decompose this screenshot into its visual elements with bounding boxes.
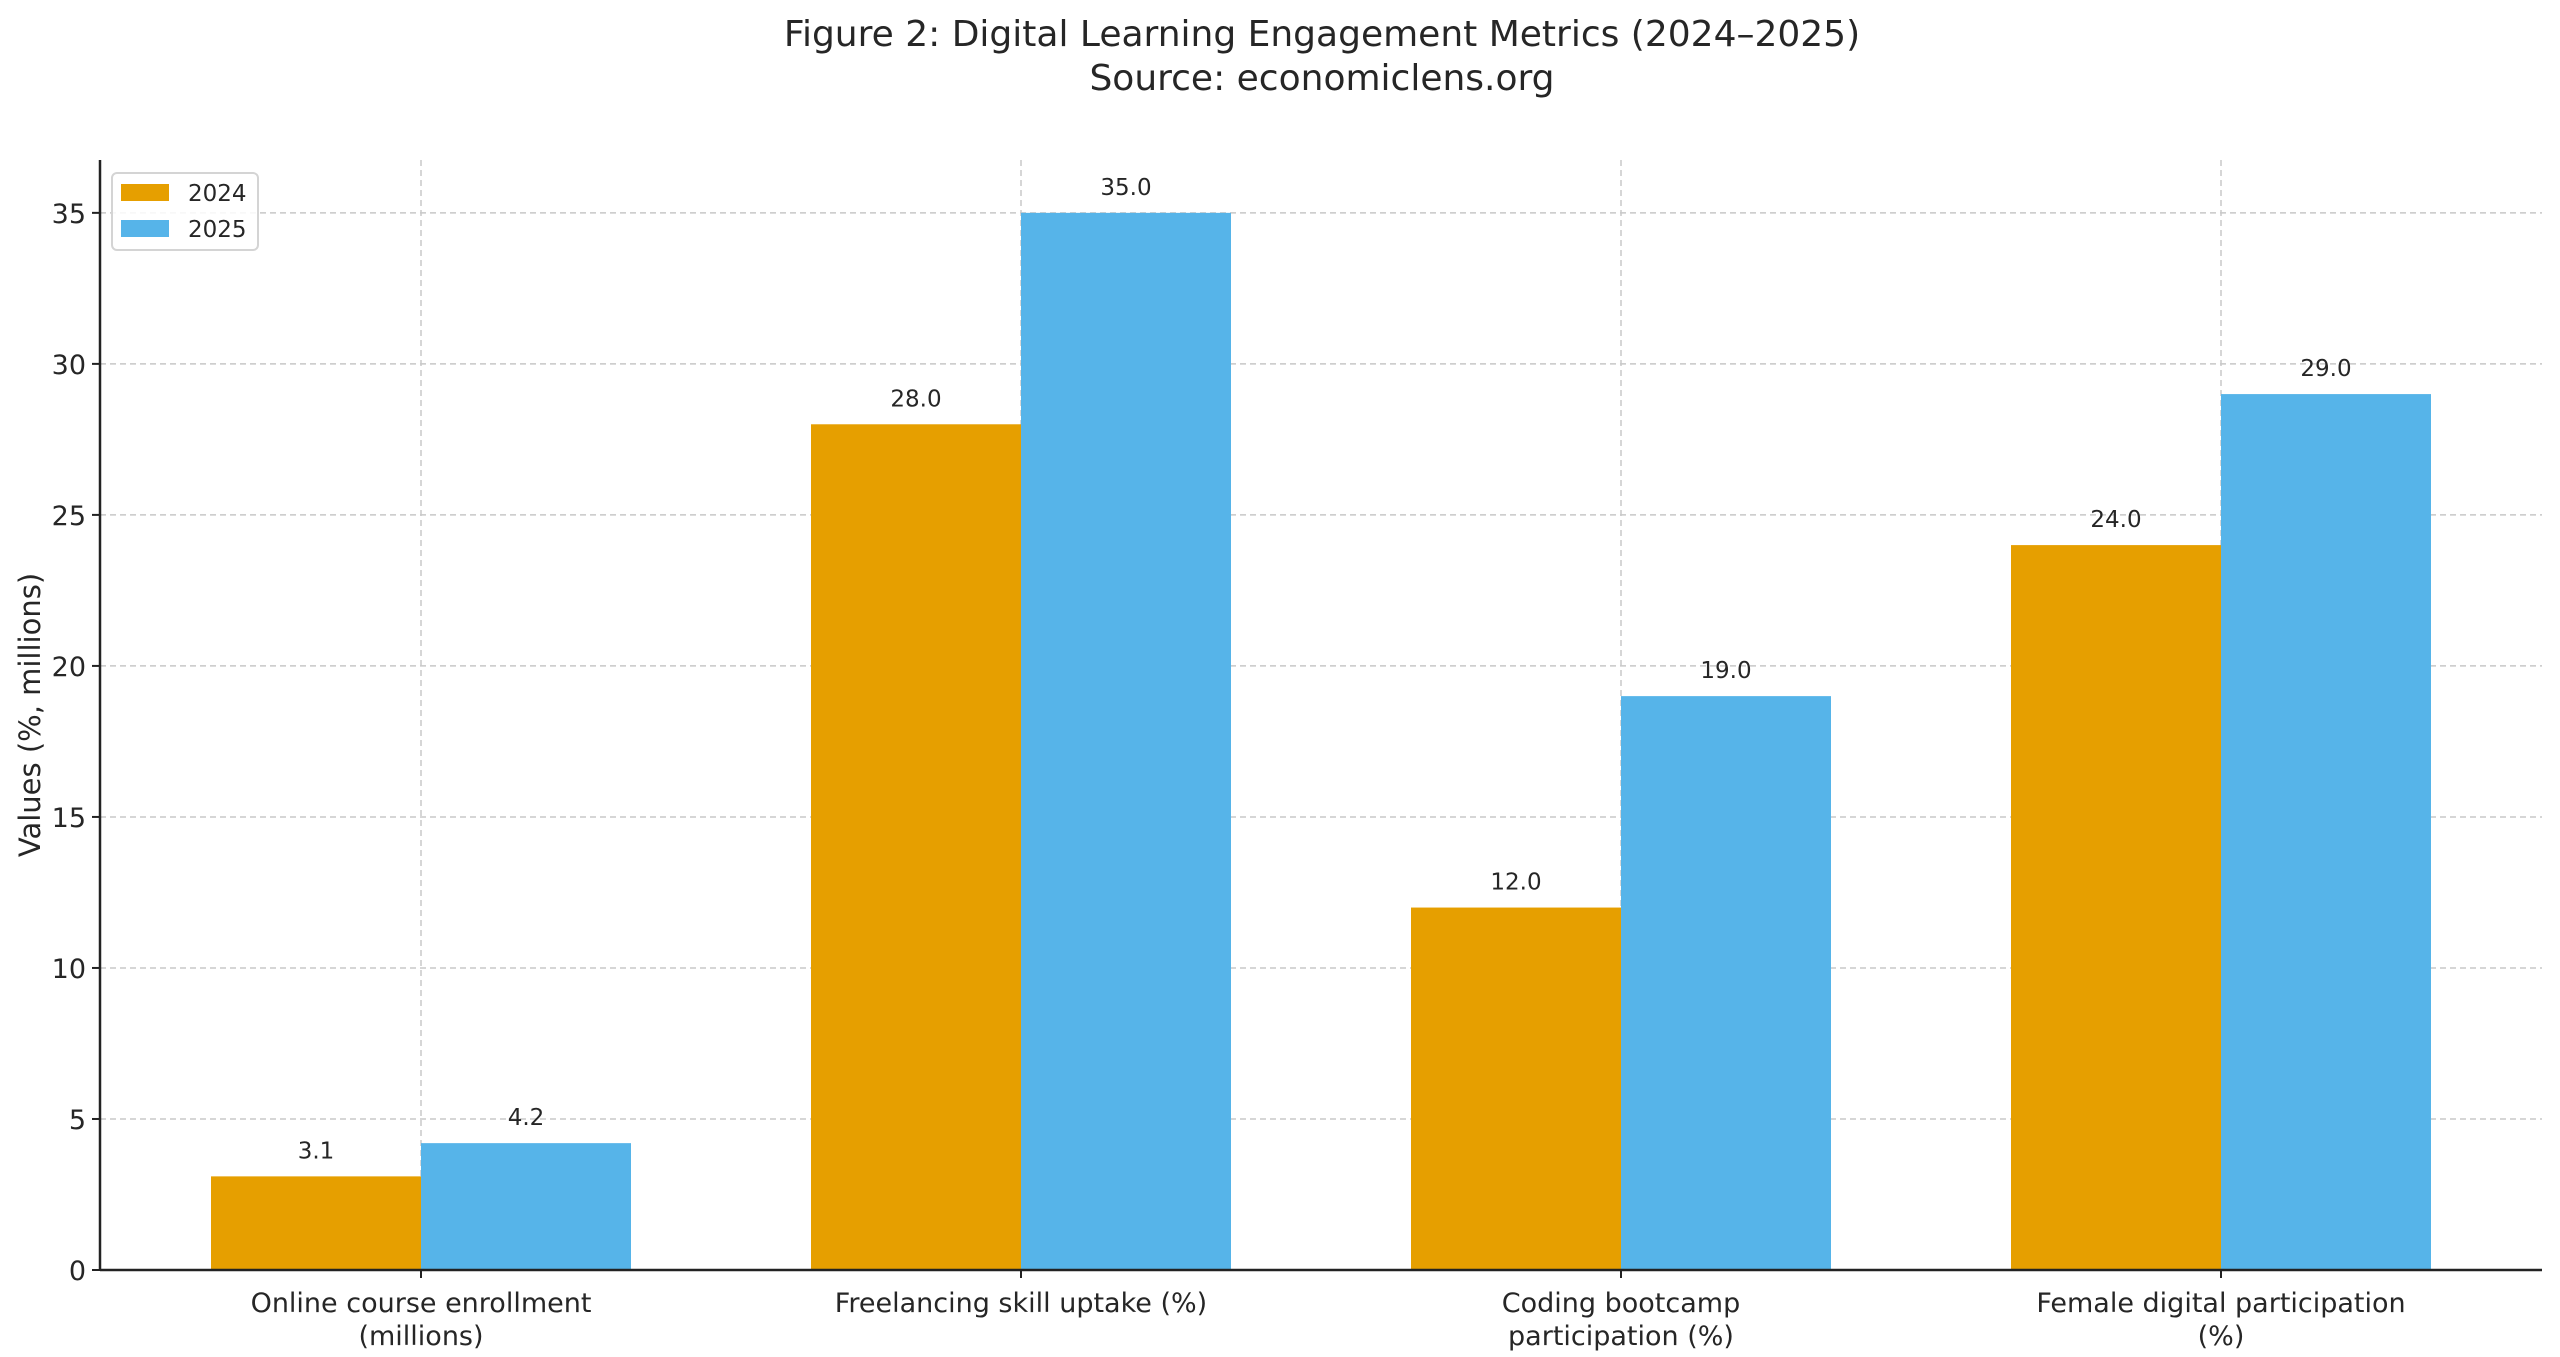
bar-2024-3 <box>2011 545 2221 1270</box>
x-tick-label: Freelancing skill uptake (%) <box>835 1288 1207 1319</box>
y-axis-label: Values (%, millions) <box>13 573 47 857</box>
y-tick-label: 30 <box>52 350 86 381</box>
legend: 2024 2025 <box>111 172 259 251</box>
bar-2025-0 <box>421 1143 631 1270</box>
chart-subtitle: Source: economiclens.org <box>1089 58 1554 99</box>
bar-2025-3 <box>2221 394 2431 1270</box>
data-label: 12.0 <box>1490 870 1541 896</box>
x-tick-label: Coding bootcamp <box>1502 1288 1740 1319</box>
data-labels: 3.1 28.0 12.0 24.0 4.2 35.0 19.0 29.0 <box>298 175 2352 1165</box>
x-tick-label: participation (%) <box>1508 1321 1734 1352</box>
bar-2025-2 <box>1621 696 1831 1270</box>
bar-2025-1 <box>1021 212 1231 1270</box>
y-tick-label: 25 <box>52 501 86 532</box>
bar-2024-1 <box>811 424 1021 1270</box>
y-tick-label: 15 <box>52 803 86 834</box>
x-tick-label: Female digital participation <box>2036 1288 2405 1319</box>
legend-label: 2024 <box>188 181 247 207</box>
legend-swatch-2024 <box>121 184 169 201</box>
x-tick-label: (millions) <box>358 1321 483 1352</box>
data-label: 4.2 <box>508 1105 545 1131</box>
data-label: 28.0 <box>890 386 941 412</box>
x-tick-label: (%) <box>2198 1321 2245 1352</box>
legend-swatch-2025 <box>121 220 169 237</box>
data-label: 19.0 <box>1700 658 1751 684</box>
y-tick-label: 0 <box>69 1256 86 1287</box>
x-tick-label: Online course enrollment <box>251 1288 592 1319</box>
data-label: 35.0 <box>1100 175 1151 201</box>
y-tick-label: 20 <box>52 652 86 683</box>
chart-title: Figure 2: Digital Learning Engagement Me… <box>784 14 1860 55</box>
y-tick-label: 35 <box>52 199 86 230</box>
legend-label: 2025 <box>188 217 247 243</box>
y-tick-label: 10 <box>52 954 86 985</box>
data-label: 29.0 <box>2300 356 2351 382</box>
data-label: 3.1 <box>298 1138 335 1164</box>
bars <box>211 212 2431 1270</box>
bar-2024-2 <box>1411 907 1621 1270</box>
bar-2024-0 <box>211 1176 421 1270</box>
y-tick-label: 5 <box>69 1105 86 1136</box>
data-label: 24.0 <box>2090 507 2141 533</box>
